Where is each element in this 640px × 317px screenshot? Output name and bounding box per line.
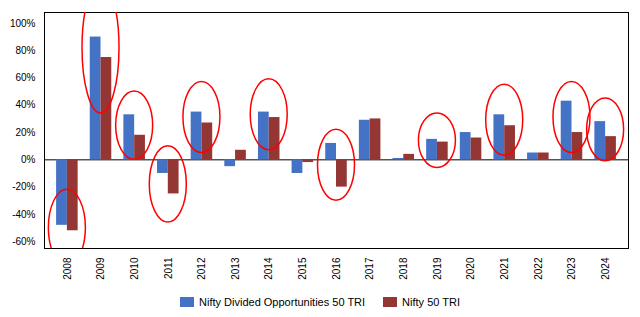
svg-text:2015: 2015 — [297, 257, 308, 280]
svg-text:2017: 2017 — [364, 257, 375, 280]
html-text:Nifty 50 TRI: Nifty 50 TRI — [402, 296, 460, 308]
svg-text:80%: 80% — [15, 45, 35, 56]
svg-text:2012: 2012 — [196, 257, 207, 280]
svg-text:100%: 100% — [10, 18, 36, 29]
svg-text:-20%: -20% — [12, 181, 35, 192]
svg-text:2009: 2009 — [95, 257, 106, 280]
svg-text:2013: 2013 — [230, 257, 241, 280]
svg-text:2008: 2008 — [62, 257, 73, 280]
svg-text:2019: 2019 — [432, 257, 443, 280]
svg-text:2021: 2021 — [499, 257, 510, 280]
svg-text:-60%: -60% — [12, 236, 35, 247]
svg-text:60%: 60% — [15, 72, 35, 83]
svg-text:2016: 2016 — [331, 257, 342, 280]
svg-text:-40%: -40% — [12, 209, 35, 220]
svg-text:2024: 2024 — [600, 257, 611, 280]
svg-text:2023: 2023 — [566, 257, 577, 280]
svg-text:0%: 0% — [21, 154, 36, 165]
svg-text:2014: 2014 — [263, 257, 274, 280]
svg-text:2022: 2022 — [533, 257, 544, 280]
svg-text:20%: 20% — [15, 127, 35, 138]
svg-text:40%: 40% — [15, 99, 35, 110]
svg-text:2011: 2011 — [162, 257, 173, 279]
svg-text:2010: 2010 — [129, 257, 140, 280]
svg-text:2020: 2020 — [465, 257, 476, 280]
svg-text:2018: 2018 — [398, 257, 409, 280]
html-text:Nifty Divided Opportunities 50: Nifty Divided Opportunities 50 TRI — [199, 296, 366, 308]
